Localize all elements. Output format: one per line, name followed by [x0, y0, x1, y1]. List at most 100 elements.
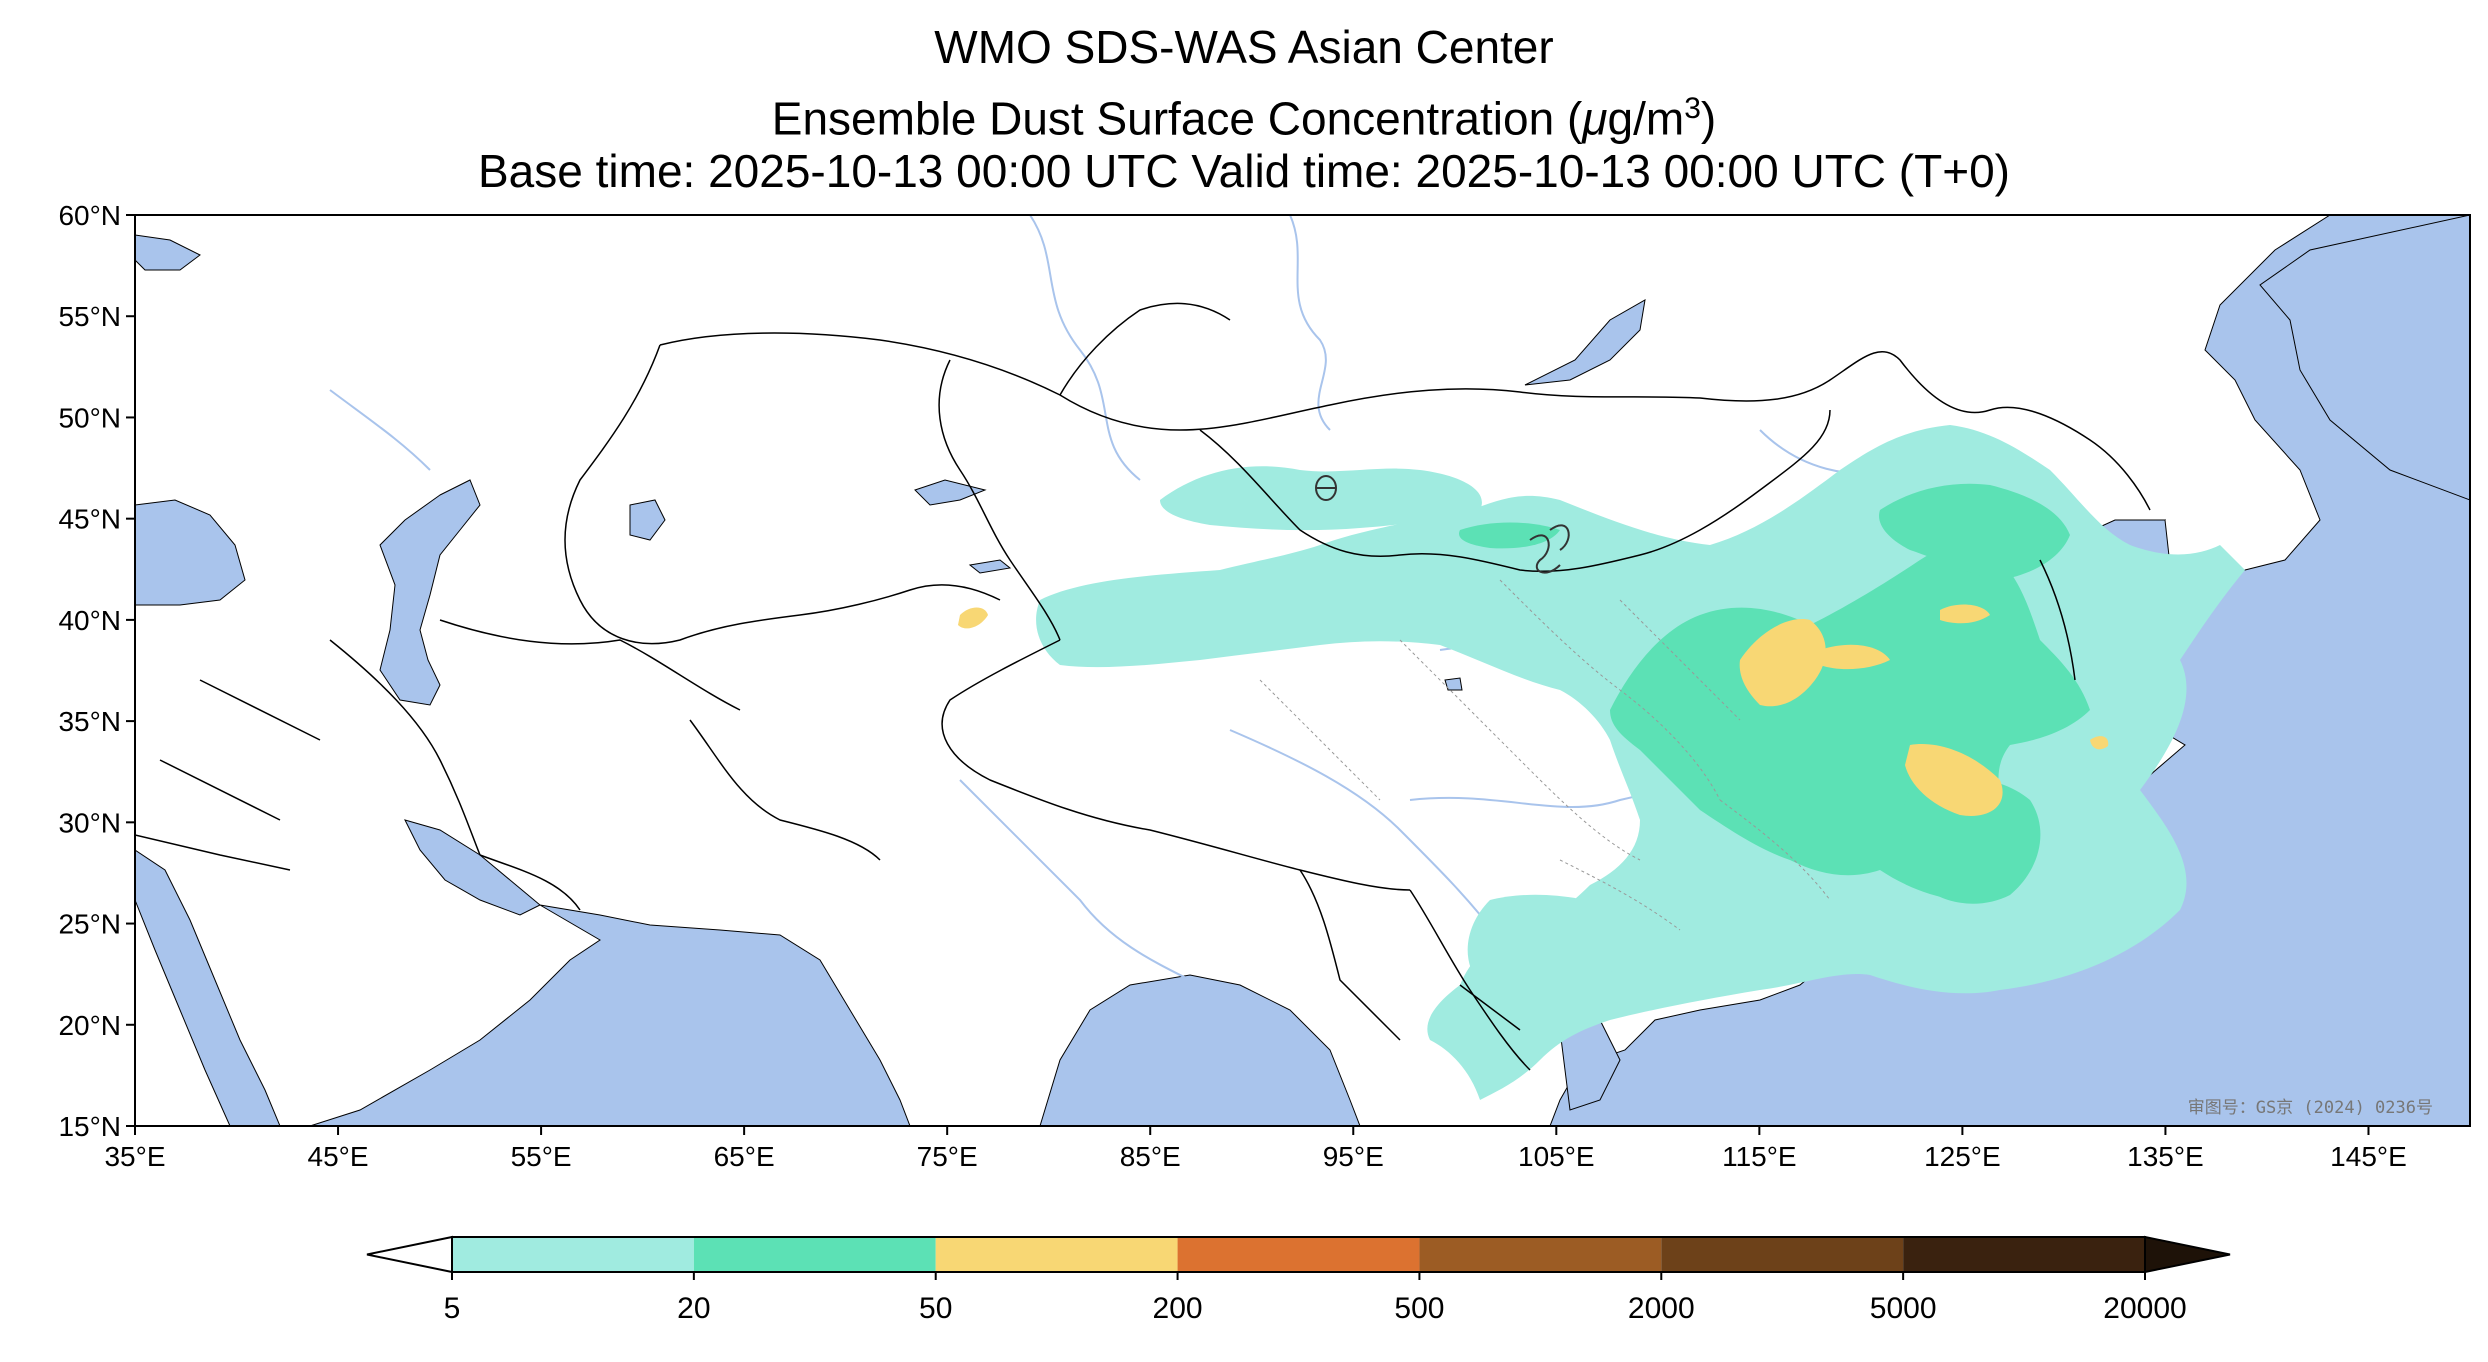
- y-tick-label: 45°N: [58, 504, 121, 535]
- province-line: [1719, 799, 1831, 901]
- issyk-kul-lake: [968, 559, 1012, 574]
- contour-markers: [1315, 475, 1570, 574]
- x-tick-label: 45°E: [308, 1141, 369, 1172]
- colorbar-label: 5: [444, 1292, 461, 1325]
- x-tick-label: 105°E: [1518, 1141, 1595, 1172]
- y-tick-label: 30°N: [58, 807, 121, 838]
- province-line: [1259, 679, 1381, 801]
- title-line-1: WMO SDS-WAS Asian Center: [934, 21, 1554, 73]
- country-borders: [135, 302, 2151, 1126]
- aral-sea: [629, 499, 666, 541]
- dust-50-200-region: [1905, 744, 2003, 816]
- border: [135, 605, 291, 1126]
- x-tick-label: 125°E: [1924, 1141, 2001, 1172]
- river: [959, 779, 1191, 981]
- dust-50-200-region: [1820, 644, 1890, 670]
- border: [941, 639, 1411, 891]
- x-tick-label: 95°E: [1323, 1141, 1384, 1172]
- colorbar-segment: [1419, 1237, 1662, 1272]
- colorbar-label: 500: [1394, 1292, 1444, 1325]
- border: [329, 639, 481, 856]
- title-line-3: Base time: 2025-10-13 00:00 UTC Valid ti…: [478, 145, 2010, 197]
- dust-50-200-region: [2090, 736, 2109, 750]
- y-tick-label: 25°N: [58, 909, 121, 940]
- black-sea: [135, 499, 246, 606]
- dust-5-20-region: [1467, 894, 1629, 1000]
- border: [1059, 302, 1231, 396]
- border: [199, 679, 321, 741]
- province-line: [1399, 639, 1641, 861]
- colorbar-label: 20: [677, 1292, 710, 1325]
- x-tick-label: 65°E: [714, 1141, 775, 1172]
- dust-50-200-region: [1739, 619, 1826, 707]
- province-line: [1619, 599, 1741, 721]
- y-tick-label: 40°N: [58, 605, 121, 636]
- river: [1029, 215, 1141, 481]
- contour-squiggle: [1529, 534, 1561, 574]
- colorbar-over-extension: [2144, 1235, 2231, 1274]
- y-tick-label: 20°N: [58, 1010, 121, 1041]
- y-tick-label: 60°N: [58, 200, 121, 231]
- arabian-sea: [309, 904, 911, 1126]
- colorbar-label: 50: [919, 1292, 952, 1325]
- x-tick-label: 135°E: [2127, 1141, 2204, 1172]
- contour-squiggle: [1549, 524, 1570, 551]
- x-tick-label: 35°E: [104, 1141, 165, 1172]
- border: [1409, 889, 1531, 1071]
- title-line-2-suffix: ): [1700, 92, 1717, 145]
- colorbar-segment: [1903, 1237, 2145, 1272]
- colorbar-frame: [451, 1236, 2146, 1273]
- colorbar: 5 20 50 200 500 2000 5000 20000: [366, 1235, 2231, 1325]
- map-frame: [134, 214, 2471, 1127]
- x-tick-label: 115°E: [1722, 1141, 1797, 1172]
- border: [1199, 409, 1831, 573]
- y-tick-label: 35°N: [58, 706, 121, 737]
- colorbar-under-extension: [366, 1235, 453, 1274]
- dust-20-50-region: [1879, 483, 2070, 580]
- river: [1289, 215, 1331, 431]
- border: [564, 344, 1001, 645]
- map-canvas: 审图号：GS京 (2024) 0236号: [135, 215, 2470, 1126]
- border: [938, 359, 1061, 641]
- dust-20-50-region: [1459, 522, 1560, 549]
- province-borders: [1259, 579, 1831, 931]
- colorbar-label: 200: [1153, 1292, 1203, 1325]
- longitude-axis: 35°E 45°E 55°E 65°E 75°E 85°E 95°E 105°E 115°E 12…: [104, 1126, 2407, 1172]
- approval-watermark: 审图号：GS京 (2024) 0236号: [2188, 1098, 2433, 1118]
- colorbar-segment: [693, 1237, 936, 1272]
- northwest-lake: [135, 234, 201, 271]
- colorbar-segment: [935, 1237, 1178, 1272]
- sea-of-okhotsk: [2259, 215, 2470, 501]
- x-tick-label: 145°E: [2330, 1141, 2407, 1172]
- province-line: [1559, 859, 1681, 931]
- border: [2039, 559, 2076, 681]
- title-line-2-text: Ensemble Dust Surface Concentration (: [771, 92, 1583, 145]
- colorbar-segment: [1661, 1237, 1904, 1272]
- title-line-2: Ensemble Dust Surface Concentration (μg/…: [0, 82, 2488, 145]
- river: [1229, 729, 1501, 941]
- colorbar-segment: [452, 1237, 694, 1272]
- dust-concentration-field: [958, 425, 2245, 1100]
- x-tick-label: 85°E: [1120, 1141, 1181, 1172]
- x-tick-label: 55°E: [511, 1141, 572, 1172]
- border: [159, 759, 281, 821]
- border: [689, 719, 881, 861]
- dust-50-200-region: [1940, 604, 1990, 624]
- unit-mu: μ: [1582, 92, 1608, 145]
- dust-50-200-region: [958, 607, 988, 629]
- bay-of-bengal: [1039, 974, 1361, 1126]
- border: [439, 619, 741, 711]
- river: [329, 389, 431, 471]
- colorbar-label: 5000: [1870, 1292, 1937, 1325]
- colorbar-label: 2000: [1628, 1292, 1695, 1325]
- border: [1459, 984, 1521, 1031]
- border: [479, 854, 581, 911]
- province-line: [1499, 579, 1721, 801]
- x-tick-label: 75°E: [917, 1141, 978, 1172]
- balkhash-lake: [914, 479, 987, 506]
- unit-superscript: 3: [1684, 92, 1701, 125]
- border: [659, 332, 2151, 511]
- colorbar-label: 20000: [2103, 1292, 2186, 1325]
- latitude-axis: 60°N 55°N 50°N 45°N 40°N 35°N 30°N 25°N 20°N 15°N: [58, 200, 135, 1142]
